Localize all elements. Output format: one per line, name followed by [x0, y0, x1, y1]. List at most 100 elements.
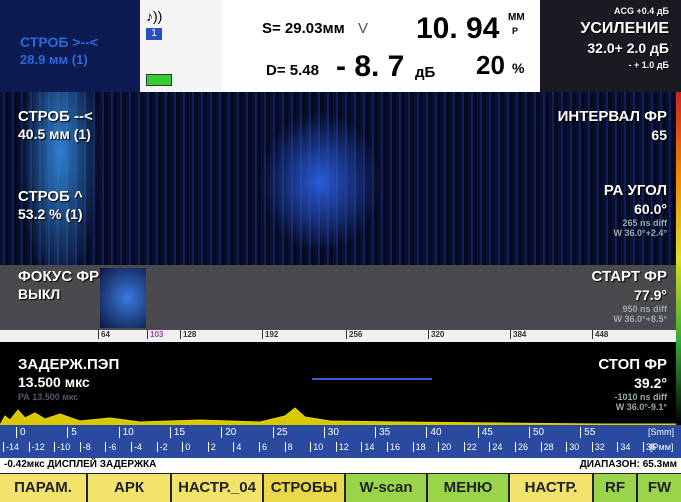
gain-setting: 32.0+ 2.0 дБ — [587, 40, 669, 56]
gain-step: - + 1.0 дБ — [628, 60, 669, 70]
right-value: 77.9° — [634, 287, 667, 303]
ruler-p-label: 10 — [310, 442, 323, 452]
scale-label: 384 — [510, 330, 526, 339]
percent-value: 20 — [476, 50, 505, 80]
ruler-s-label: 10 — [118, 427, 134, 438]
scale-label: 64 — [98, 330, 110, 339]
ruler-p-label: -10 — [54, 442, 70, 452]
gain-unit: дБ — [415, 64, 436, 81]
gain-title: УСИЛЕНИЕ — [580, 20, 669, 37]
left-value: 40.5 мм (1) — [18, 126, 91, 142]
right-value: 60.0° — [634, 201, 667, 217]
menu-button[interactable]: ПАРАМ. — [0, 474, 86, 502]
ruler-p-label: 8 — [284, 442, 293, 452]
channel: 1 — [146, 28, 162, 40]
ruler-p-label: -14 — [3, 442, 19, 452]
ruler-p-label: 30 — [566, 442, 579, 452]
color-strip — [676, 92, 681, 425]
ruler-s-label: 0 — [16, 427, 26, 438]
menu-button[interactable]: АРК — [88, 474, 170, 502]
ruler-p-label: -8 — [79, 442, 91, 452]
main-unit-bottom: Р — [512, 26, 519, 36]
ruler-p-label: 0 — [182, 442, 190, 452]
main-unit-top: ММ — [508, 12, 525, 23]
ruler-p-label: 34 — [617, 442, 630, 452]
ruler-p-label: 22 — [463, 442, 477, 452]
gate-panel — [0, 0, 140, 92]
right-title: ИНТЕРВАЛ ФР — [557, 108, 667, 125]
menu-button[interactable]: МЕНЮ — [428, 474, 508, 502]
menu-button[interactable]: RF — [594, 474, 636, 502]
gate-label: СТРОБ >--< — [20, 34, 98, 50]
ruler-p-label: 12 — [335, 442, 349, 452]
ruler-s-label: 45 — [477, 427, 493, 438]
s-label: S= 29.03мм — [262, 20, 345, 37]
ruler-s-label: 35 — [375, 427, 390, 438]
ruler-s-label: 55 — [580, 427, 595, 438]
battery — [146, 74, 172, 86]
readout-panel — [222, 0, 540, 92]
main-value: 10. 94 — [416, 12, 500, 45]
menu-button[interactable]: СТРОБЫ — [264, 474, 344, 502]
ruler-s-unit: [Smm] — [648, 427, 674, 437]
ruler-s-label: 15 — [169, 427, 185, 438]
ruler — [0, 425, 681, 458]
right-diff: 265 ns diff — [622, 218, 667, 228]
menu-button[interactable]: W-scan — [346, 474, 426, 502]
ruler-s-label: 30 — [323, 427, 339, 438]
scale-label: 448 — [592, 330, 608, 339]
ruler-p-label: 2 — [207, 442, 216, 452]
right-w: W 36.0°-9.1° — [615, 402, 667, 412]
b-scan — [0, 92, 676, 265]
left-title: СТРОБ ^ — [18, 188, 83, 205]
waveform — [0, 407, 676, 425]
acg: ACG +0.4 дБ — [614, 6, 669, 16]
status-right: ДИАПАЗОН: 65.3мм — [579, 459, 677, 470]
scale-label: 128 — [180, 330, 196, 339]
a-scan — [0, 342, 676, 425]
gate-value: 28.9 мм (1) — [20, 52, 88, 67]
gate-line — [312, 378, 432, 380]
left-title: ФОКУС ФР — [18, 268, 100, 285]
ruler-p-label: 24 — [489, 442, 502, 452]
ruler-p-label: 26 — [515, 442, 528, 452]
status-bar — [0, 458, 681, 473]
right-title: СТАРТ ФР — [591, 268, 667, 285]
right-diff: 950 ns diff — [622, 304, 667, 314]
right-title: СТОП ФР — [598, 356, 667, 373]
d-label: D= 5.48 — [266, 62, 319, 79]
ruler-p-unit: [Pмм] — [650, 442, 674, 452]
ruler-s-label: 5 — [67, 427, 77, 438]
scale-label: 256 — [346, 330, 362, 339]
status-left: -0.42мкс ДИСПЛЕЙ ЗАДЕРЖКА — [4, 459, 157, 470]
ruler-p-label: -4 — [131, 442, 142, 452]
menu-button[interactable]: FW — [638, 474, 681, 502]
right-title: РА УГОЛ — [603, 182, 667, 199]
scale-label: 103 — [147, 330, 163, 339]
right-diff: -1010 ns diff — [614, 392, 667, 402]
right-w: W 36.0°+8.5° — [613, 314, 667, 324]
ruler-p-label: -6 — [105, 442, 116, 452]
ruler-p-label: 18 — [412, 442, 426, 452]
ruler-p-label: 28 — [540, 442, 554, 452]
left-title: СТРОБ --< — [18, 108, 93, 125]
left-value: ВЫКЛ — [18, 286, 61, 302]
left-value: 13.500 мкс — [18, 374, 90, 390]
ruler-p-label: 16 — [387, 442, 400, 452]
left-sub: РА 13.500 мкс — [18, 392, 79, 402]
v-mark: V — [358, 20, 369, 37]
menu-button[interactable]: НАСТР._04 — [172, 474, 262, 502]
gain-panel — [540, 0, 681, 92]
ruler-s-label: 25 — [272, 427, 288, 438]
menu-button[interactable]: НАСТР. — [510, 474, 592, 502]
left-title: ЗАДЕРЖ.ПЭП — [18, 356, 120, 373]
sound-icon: ♪)) — [146, 8, 163, 24]
scale-bar — [0, 330, 676, 342]
ruler-s-label: 50 — [529, 427, 544, 438]
gain-value: - 8. 7 — [336, 50, 405, 83]
ruler-s-label: 20 — [221, 427, 236, 438]
ruler-p-label: 32 — [591, 442, 605, 452]
ruler-p-label: 36 — [643, 442, 656, 452]
right-value: 39.2° — [634, 375, 667, 391]
